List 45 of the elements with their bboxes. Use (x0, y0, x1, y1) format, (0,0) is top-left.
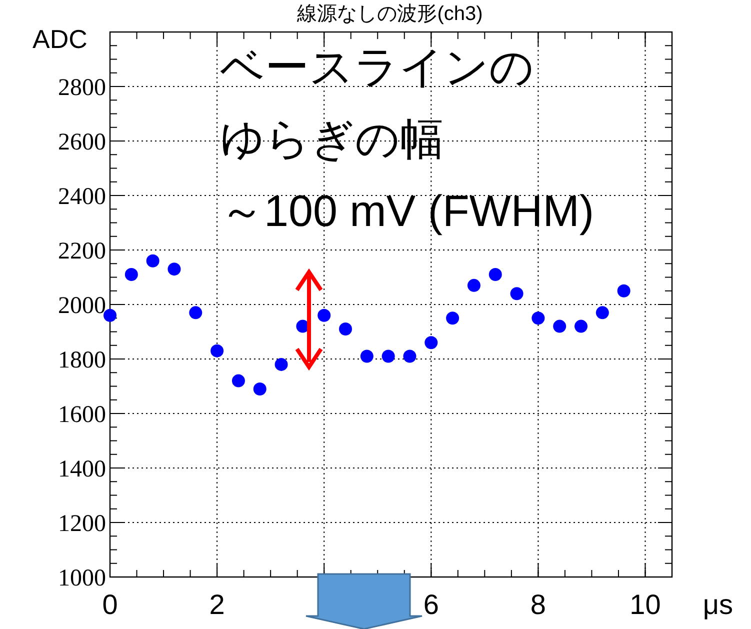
y-tick-label: 2800 (58, 74, 106, 101)
point (510, 287, 524, 300)
point (382, 350, 395, 363)
annotation: ～100 mV (FWHM) (220, 187, 594, 236)
y-tick-label: 1800 (58, 347, 106, 374)
x-tick-label: 8 (530, 589, 546, 620)
point (553, 320, 566, 333)
annotation: ベースラインの (220, 43, 534, 92)
x-tick-label: 6 (423, 589, 439, 620)
x-tick-label: 10 (630, 589, 661, 620)
y-tick-label: 1000 (58, 565, 106, 592)
point (596, 306, 609, 320)
point (403, 350, 416, 363)
point (168, 262, 181, 276)
y-tick-label: 1600 (58, 402, 106, 428)
x-axis-title: μs (702, 589, 734, 620)
y-tick-label: 1200 (58, 510, 106, 537)
point (124, 268, 138, 282)
point (488, 268, 502, 282)
point (146, 254, 160, 268)
y-tick-label: 2600 (58, 129, 106, 156)
point (446, 312, 460, 325)
point (339, 322, 352, 336)
point (210, 344, 224, 358)
point (467, 278, 480, 292)
point (189, 306, 202, 320)
point (232, 374, 245, 388)
point (424, 336, 438, 350)
annotation: ゆらぎの幅 (220, 115, 444, 164)
point (104, 308, 116, 322)
point (360, 350, 374, 363)
y-axis-title: ADC (32, 24, 88, 54)
point (274, 358, 288, 371)
point (617, 284, 630, 298)
x-tick-label: 0 (102, 589, 118, 620)
y-tick-label: 1400 (58, 456, 106, 482)
y-tick-label: 2400 (58, 184, 106, 210)
y-tick-label: 2200 (58, 238, 106, 264)
y-tick-label: 2000 (58, 292, 106, 319)
point (574, 320, 588, 333)
point (318, 308, 331, 322)
point (253, 382, 266, 396)
chart-title: 線源なしの波形(ch3) (296, 3, 483, 25)
x-tick-label: 2 (209, 589, 225, 620)
point (532, 312, 545, 325)
